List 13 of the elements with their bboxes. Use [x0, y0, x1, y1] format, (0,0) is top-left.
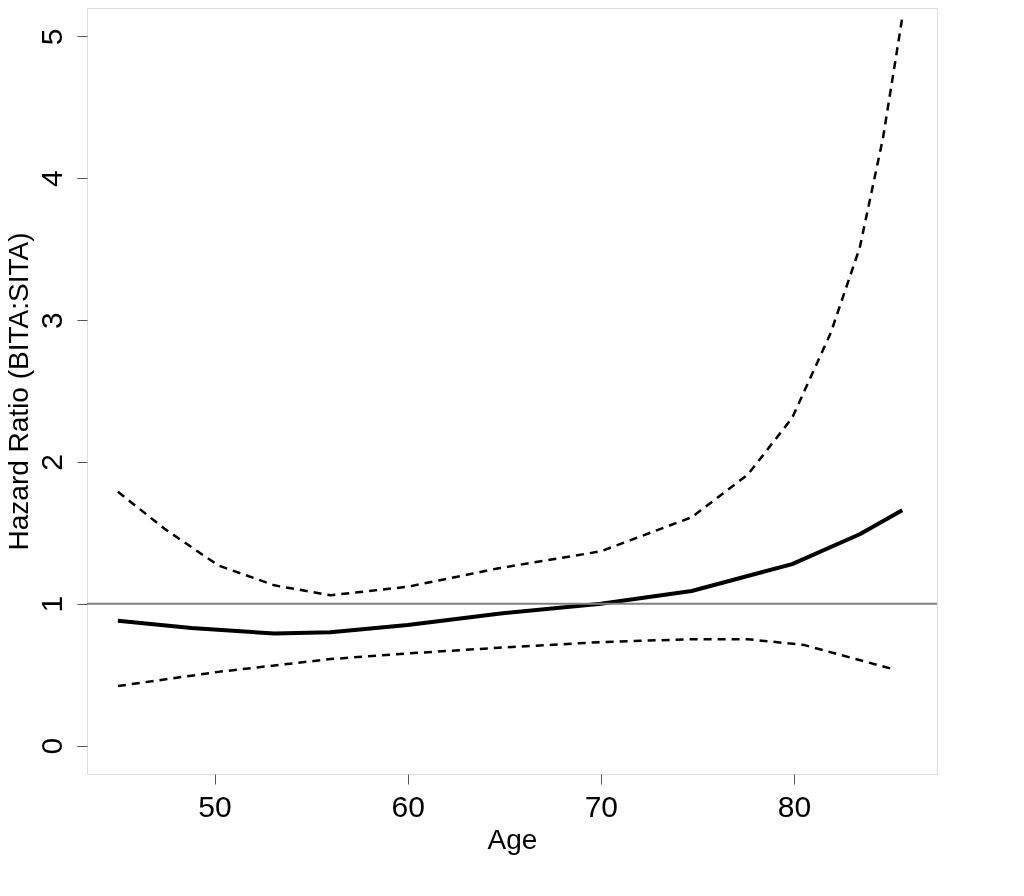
y-tick-label: 0	[34, 737, 68, 755]
y-axis-title: Hazard Ratio (BITA:SITA)	[2, 232, 34, 551]
x-tick-label: 70	[584, 789, 619, 823]
x-axis-title: Age	[487, 823, 538, 855]
y-tick-label: 2	[34, 454, 68, 471]
y-tick-label: 5	[34, 28, 68, 46]
x-tick-label: 80	[777, 789, 812, 823]
line-series	[115, 508, 905, 636]
y-tick-label: 3	[34, 312, 68, 329]
y-tick-label: 4	[34, 170, 68, 188]
x-tick-label: 50	[198, 789, 232, 823]
y-tick-label: 1	[34, 595, 68, 613]
x-tick-label: 60	[391, 789, 425, 823]
